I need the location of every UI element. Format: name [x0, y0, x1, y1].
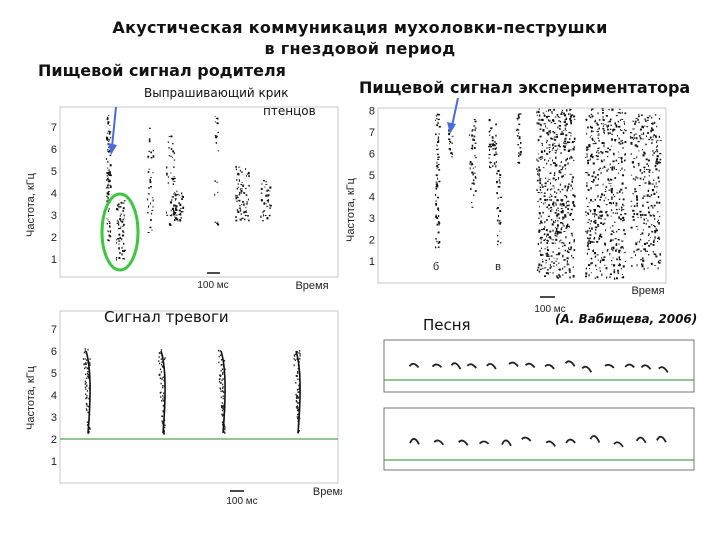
parent-ytick: 6 — [51, 144, 57, 156]
parent-ytick: 3 — [51, 210, 57, 222]
alarm-ytick: 7 — [51, 324, 57, 336]
experimenter-ytick: 1 — [369, 256, 375, 268]
alarm-xlabel: Время — [313, 486, 342, 498]
experimenter-ytick: 4 — [369, 192, 375, 204]
alarm-ytick: 1 — [51, 456, 57, 468]
experimenter-ytick: 3 — [369, 213, 375, 225]
page-title-line-2: в гнездовой период — [264, 39, 456, 58]
experimenter-ylabel: Частота, кГц — [345, 177, 357, 242]
alarm-plot-frame — [59, 310, 339, 484]
experimenter-ytick: 2 — [369, 235, 375, 247]
alarm-ytick: 3 — [51, 412, 57, 424]
alarm-ytick: 6 — [51, 346, 57, 358]
experimenter-arrow-line — [451, 98, 459, 127]
parent-ylabel: Частота, кГц — [25, 172, 37, 237]
parent-ytick: 5 — [51, 166, 57, 178]
parent-ytick: 4 — [51, 188, 57, 200]
page-title-line-1: Акустическая коммуникация мухоловки-пест… — [112, 18, 608, 37]
song-spectrogram-bottom — [368, 404, 698, 484]
parent-signal-ellipse — [100, 192, 140, 272]
experimenter-scale-label: 100 мс — [534, 304, 565, 315]
parent-ytick: 2 — [51, 232, 57, 244]
parent-ytick: 7 — [51, 122, 57, 134]
experimenter-spectrogram-panel: Частота, кГц 1 2 3 4 5 6 7 8 б в 100 мс Время — [340, 98, 680, 320]
experimenter-ytick: 7 — [369, 127, 375, 139]
alarm-ytick: 5 — [51, 368, 57, 380]
experimenter-xlabel: Время — [631, 285, 664, 297]
parent-ytick: 1 — [51, 254, 57, 266]
begging-call-label: Выпрашивающий крик — [144, 86, 289, 100]
experimenter-plot-frame — [377, 107, 667, 284]
alarm-ytick: 2 — [51, 434, 57, 446]
credit-label: (А. Вабищева, 2006) — [555, 312, 698, 326]
song-spectrogram-top — [368, 336, 698, 402]
experimenter-ytick: 5 — [369, 170, 375, 182]
experimenter-ytick: 8 — [369, 106, 375, 118]
alarm-spectrogram-panel: Частота, кГц 1 2 3 4 5 6 7 100 мс Время — [20, 303, 342, 515]
alarm-ylabel: Частота, кГц — [25, 365, 37, 430]
song-label: Песня — [423, 316, 471, 334]
parent-signal-arrow-line — [111, 106, 117, 148]
begging-call-label-2: птенцов — [263, 104, 316, 118]
parent-spectrogram-panel: Частота, кГц 1 2 3 4 5 6 7 100 мс Время — [20, 95, 342, 300]
alarm-scale-label: 100 мс — [226, 496, 257, 507]
parent-food-signal-label: Пищевой сигнал родителя — [38, 61, 286, 80]
experimenter-ytick: 6 — [369, 149, 375, 161]
experimenter-arrow-head — [447, 122, 456, 134]
alarm-ytick: 4 — [51, 390, 57, 402]
panel-mark-v: в — [495, 261, 501, 273]
parent-scale-label: 100 мс — [197, 280, 228, 291]
alarm-signal-label: Сигнал тревоги — [104, 308, 229, 326]
parent-plot-frame — [59, 106, 339, 278]
experimenter-food-signal-label: Пищевой сигнал экспериментатора — [359, 78, 691, 97]
parent-signal-arrow-head — [108, 143, 117, 155]
parent-xlabel: Время — [295, 280, 328, 292]
panel-mark-b: б — [433, 261, 439, 273]
